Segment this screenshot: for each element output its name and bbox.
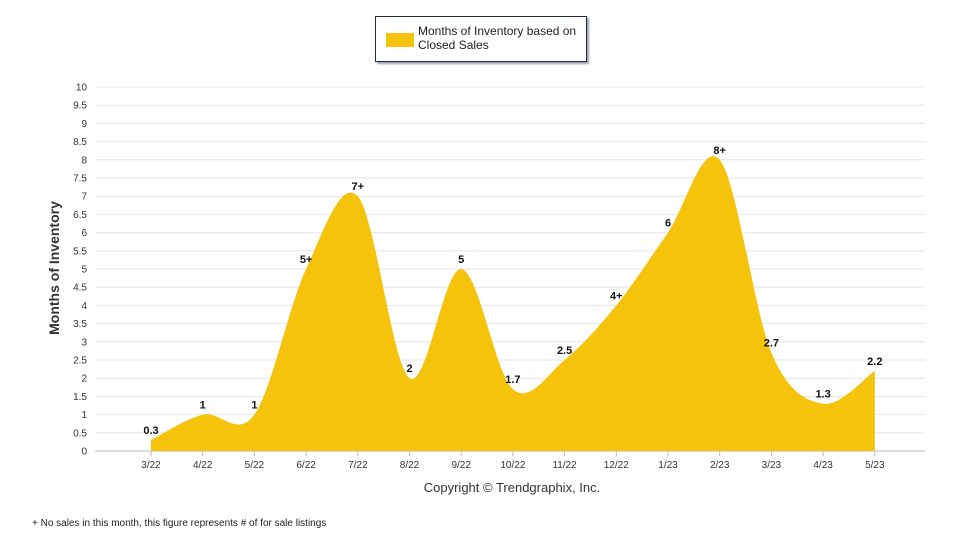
legend: Months of Inventory based on Closed Sale… bbox=[375, 16, 587, 62]
y-tick-label: 9 bbox=[81, 119, 87, 130]
x-tick-label: 2/23 bbox=[710, 460, 730, 471]
data-label: 1 bbox=[200, 400, 206, 412]
legend-label: Months of Inventory based on Closed Sale… bbox=[418, 24, 577, 52]
x-tick-label: 3/22 bbox=[141, 460, 161, 471]
x-tick-label: 7/22 bbox=[348, 460, 368, 471]
x-axis: 3/22 4/22 5/22 6/22 7/22 8/22 9/22 10/22 11/22 12… bbox=[141, 451, 885, 471]
x-tick-label: 4/22 bbox=[193, 460, 213, 471]
data-label: 2.2 bbox=[867, 356, 882, 368]
x-tick-label: 1/23 bbox=[658, 460, 678, 471]
y-axis: 0 0.5 1 1.5 2 2.5 3 3.5 4 4.5 5 5.5 6 6.5 7 7.5 8 8.5 9 9.5… bbox=[73, 83, 87, 458]
x-tick-label: 6/22 bbox=[296, 460, 316, 471]
y-tick-label: 4.5 bbox=[73, 283, 87, 294]
data-label: 1.7 bbox=[505, 374, 520, 386]
y-tick-label: 3.5 bbox=[73, 319, 87, 330]
area-series bbox=[151, 156, 875, 451]
y-tick-label: 8.5 bbox=[73, 137, 87, 148]
data-label: 2.7 bbox=[764, 338, 779, 350]
data-label: 2.5 bbox=[557, 345, 572, 357]
legend-swatch bbox=[386, 33, 414, 47]
x-tick-label: 4/23 bbox=[813, 460, 833, 471]
copyright-text: Copyright © Trendgraphix, Inc. bbox=[423, 480, 601, 495]
data-labels: 0.3 1 1 5+ 7+ 2 5 1.7 2.5 4+ 6 8+ 2.7 1.3 2.2 bbox=[143, 145, 882, 437]
data-label: 2 bbox=[406, 363, 412, 375]
data-label: 7+ bbox=[352, 181, 365, 193]
x-tick-label: 9/22 bbox=[451, 460, 471, 471]
data-label: 0.3 bbox=[143, 425, 158, 437]
y-tick-label: 10 bbox=[76, 83, 88, 94]
y-tick-label: 6 bbox=[81, 228, 87, 239]
y-tick-label: 1 bbox=[81, 410, 87, 421]
x-tick-label: 12/22 bbox=[604, 460, 629, 471]
y-tick-label: 0.5 bbox=[73, 428, 87, 439]
x-tick-label: 5/23 bbox=[865, 460, 885, 471]
x-tick-label: 10/22 bbox=[500, 460, 525, 471]
grid-lines bbox=[95, 86, 925, 452]
y-tick-label: 4 bbox=[81, 301, 87, 312]
footnote-text: + No sales in this month, this figure re… bbox=[32, 518, 327, 529]
y-tick-label: 2 bbox=[81, 374, 87, 385]
y-tick-label: 0 bbox=[81, 447, 87, 458]
data-label: 5 bbox=[458, 254, 464, 266]
y-tick-label: 9.5 bbox=[73, 101, 87, 112]
y-tick-label: 2.5 bbox=[73, 356, 87, 367]
y-tick-label: 6.5 bbox=[73, 210, 87, 221]
data-label: 6 bbox=[665, 218, 671, 230]
x-tick-label: 11/22 bbox=[552, 460, 577, 471]
x-tick-label: 8/22 bbox=[400, 460, 420, 471]
y-tick-label: 5.5 bbox=[73, 246, 87, 257]
data-label: 4+ bbox=[610, 290, 623, 302]
data-label: 5+ bbox=[300, 254, 313, 266]
x-tick-label: 3/23 bbox=[762, 460, 782, 471]
y-axis-title: Months of Inventory bbox=[46, 201, 62, 335]
y-tick-label: 3 bbox=[81, 337, 87, 348]
data-label: 8+ bbox=[713, 145, 726, 157]
x-tick-label: 5/22 bbox=[245, 460, 265, 471]
data-label: 1 bbox=[251, 400, 257, 412]
y-tick-label: 8 bbox=[81, 155, 87, 166]
area-series-fill bbox=[151, 156, 875, 451]
y-tick-label: 1.5 bbox=[73, 392, 87, 403]
data-label: 1.3 bbox=[815, 389, 830, 401]
y-tick-label: 5 bbox=[81, 265, 87, 276]
y-tick-label: 7 bbox=[81, 192, 87, 203]
y-tick-label: 7.5 bbox=[73, 174, 87, 185]
